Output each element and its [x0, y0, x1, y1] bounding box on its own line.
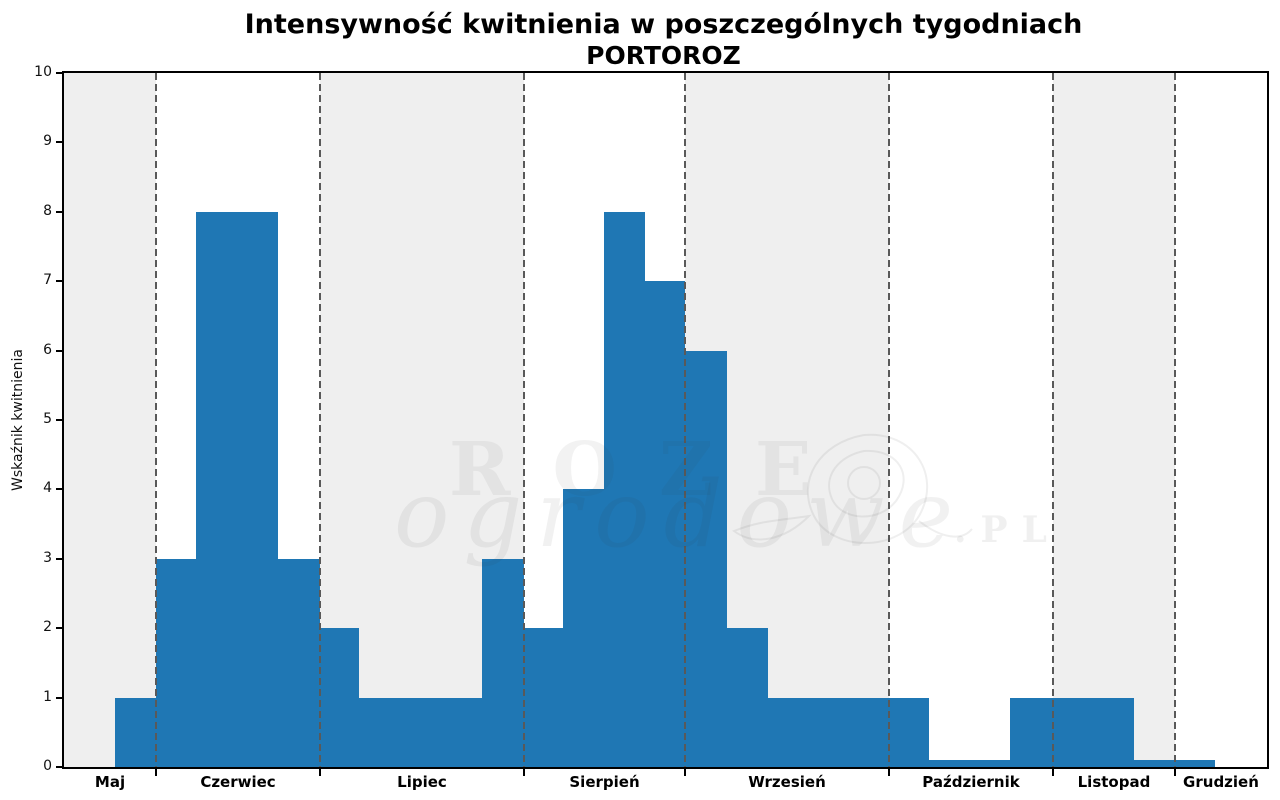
x-tick	[1173, 769, 1176, 776]
plot-area: Wskaźnik kwitnienia ROZE ogrodowe .PL Ma…	[10, 64, 1269, 791]
y-tick	[56, 696, 64, 699]
week-bar	[928, 760, 1011, 767]
week-bar	[482, 558, 525, 767]
y-tick-label: 6	[43, 341, 52, 358]
week-bar	[524, 628, 563, 767]
y-tick-label: 2	[43, 619, 52, 636]
month-band-6	[889, 73, 1053, 767]
y-tick	[56, 488, 64, 491]
y-tick-label: 9	[43, 133, 52, 150]
week-bar	[115, 697, 157, 767]
y-tick	[56, 72, 64, 74]
chart-subtitle: PORTOROZ	[586, 40, 741, 70]
month-label: Maj	[94, 773, 126, 791]
y-tick	[56, 419, 64, 421]
chart-title: Intensywność kwitnienia w poszczególnych…	[244, 9, 1083, 40]
month-label: Czerwiec	[200, 773, 276, 791]
month-boundary-line	[888, 73, 891, 767]
month-band-1	[64, 73, 157, 767]
y-tick	[56, 210, 64, 213]
y-tick-label: 4	[43, 480, 52, 497]
week-bar	[726, 628, 768, 767]
week-bar	[684, 350, 727, 767]
y-tick	[56, 557, 64, 560]
month-label: Lipiec	[397, 773, 447, 791]
week-bar	[278, 558, 320, 767]
month-boundary-line	[155, 73, 158, 767]
x-tick	[523, 769, 526, 776]
week-bar	[358, 697, 483, 767]
week-bar	[195, 211, 278, 767]
month-label: Wrzesień	[748, 773, 826, 791]
week-bar	[767, 697, 929, 767]
month-boundary-line	[523, 73, 526, 767]
y-tick	[56, 766, 64, 768]
week-bar	[156, 558, 196, 767]
month-label: Październik	[922, 773, 1020, 791]
y-tick-label: 3	[43, 549, 52, 566]
y-tick	[56, 280, 64, 283]
y-tick-label: 1	[43, 688, 52, 705]
week-bar	[645, 281, 685, 767]
y-tick	[56, 141, 64, 144]
chart-title-block: Intensywność kwitnienia w poszczególnych…	[62, 10, 1265, 69]
y-tick	[56, 349, 64, 352]
month-band-8	[1174, 73, 1267, 767]
y-tick	[56, 627, 64, 630]
x-tick	[318, 769, 321, 776]
x-tick	[888, 769, 891, 776]
y-tick-label: 8	[43, 202, 52, 219]
week-bar	[319, 628, 359, 767]
y-tick-label: 10	[34, 64, 52, 80]
x-tick	[1051, 769, 1054, 776]
month-band-7	[1052, 73, 1175, 767]
month-boundary-line	[318, 73, 321, 767]
month-label: Listopad	[1077, 773, 1151, 791]
month-label: Sierpień	[569, 773, 640, 791]
y-tick-label: 7	[43, 272, 52, 289]
week-bar	[1010, 697, 1135, 767]
x-tick	[683, 769, 686, 776]
week-bar	[563, 489, 605, 767]
x-tick	[155, 769, 158, 776]
y-tick-label: 5	[43, 411, 52, 427]
month-boundary-line	[1051, 73, 1054, 767]
week-bar	[604, 211, 646, 767]
month-boundary-line	[683, 73, 686, 767]
y-tick-label: 0	[43, 758, 52, 774]
month-boundary-line	[1173, 73, 1176, 767]
month-label: Grudzień	[1183, 773, 1259, 791]
